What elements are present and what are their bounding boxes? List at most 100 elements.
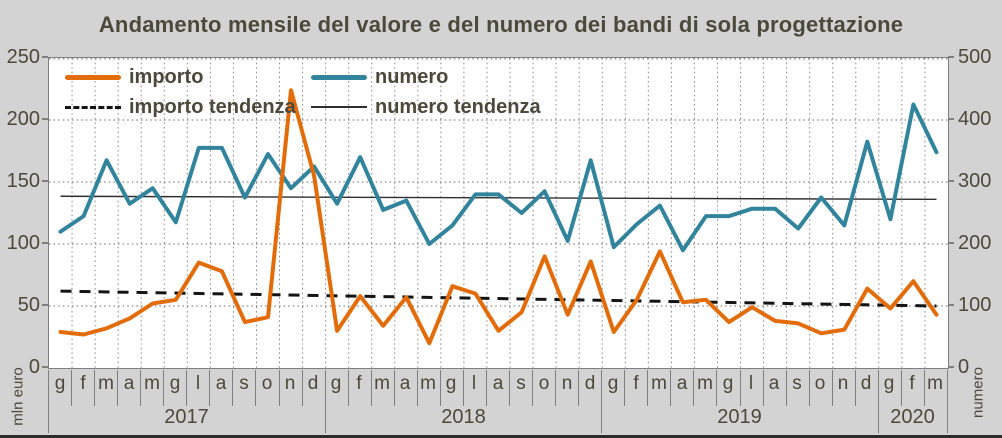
right-axis-tick-label: 200 <box>958 232 992 254</box>
month-label: n <box>837 373 849 394</box>
month-label: f <box>80 373 86 394</box>
importo-line-swatch <box>65 74 121 80</box>
left-axis-tick-label: 150 <box>6 170 40 192</box>
left-axis-tickmark <box>42 56 48 58</box>
year-separator <box>48 370 49 433</box>
month-label: g <box>607 373 619 394</box>
month-separator <box>348 370 349 406</box>
left-axis-tick-label: 200 <box>6 108 40 130</box>
plot-area: importo numero importo tendenza numero t… <box>48 57 949 369</box>
month-separator <box>255 370 256 406</box>
month-label: o <box>814 373 826 394</box>
left-axis-tick-label: 100 <box>6 232 40 254</box>
month-separator <box>647 370 648 406</box>
month-label: n <box>561 373 573 394</box>
left-axis-tickmark <box>42 180 48 182</box>
month-separator <box>624 370 625 406</box>
month-separator <box>117 370 118 406</box>
right-axis-tick-label: 500 <box>958 46 992 68</box>
chart-title: Andamento mensile del valore e del numer… <box>98 12 904 37</box>
importo-tendenza-line-swatch <box>65 105 121 109</box>
month-label: m <box>651 373 667 394</box>
month-separator <box>394 370 395 406</box>
month-label: o <box>261 373 273 394</box>
month-separator <box>716 370 717 406</box>
month-separator <box>140 370 141 406</box>
importo-line <box>58 88 939 346</box>
numero-tendenza-line-swatch <box>311 106 367 108</box>
month-separator <box>901 370 902 406</box>
month-separator <box>924 370 925 406</box>
month-label: d <box>307 373 319 394</box>
month-separator <box>670 370 671 406</box>
month-label: o <box>538 373 550 394</box>
month-separator <box>509 370 510 406</box>
year-label: 2017 <box>164 406 209 428</box>
legend-label-numero-tendenza: numero tendenza <box>375 95 541 118</box>
left-axis-tick-label: 50 <box>17 294 40 316</box>
month-label: m <box>144 373 160 394</box>
legend-item-importo-tendenza: importo tendenza <box>65 96 296 118</box>
month-separator <box>532 370 533 406</box>
month-label: d <box>584 373 596 394</box>
right-axis-tickmark <box>948 180 954 182</box>
month-label: d <box>860 373 872 394</box>
month-separator <box>94 370 95 406</box>
month-label: a <box>215 373 227 394</box>
right-axis-tick-label: 100 <box>958 294 992 316</box>
month-separator <box>832 370 833 406</box>
month-label: a <box>399 373 411 394</box>
left-axis-title: mln euro <box>9 367 27 426</box>
right-axis-tickmark <box>948 304 954 306</box>
year-separator <box>325 370 326 433</box>
legend-label-numero: numero <box>375 65 449 88</box>
month-separator <box>440 370 441 406</box>
right-axis-tickmark <box>948 118 954 120</box>
left-axis-tick-label: 250 <box>6 46 40 68</box>
right-axis-tickmark <box>948 56 954 58</box>
month-separator <box>693 370 694 406</box>
year-separator <box>601 370 602 433</box>
year-label: 2019 <box>717 406 762 428</box>
month-label: g <box>883 373 895 394</box>
numero-line-swatch <box>311 74 367 80</box>
month-label: s <box>239 373 249 394</box>
month-separator <box>555 370 556 406</box>
month-separator <box>371 370 372 406</box>
month-label: m <box>420 373 436 394</box>
left-axis-tickmark <box>42 366 48 368</box>
month-separator <box>463 370 464 406</box>
month-label: m <box>697 373 713 394</box>
month-label: g <box>722 373 734 394</box>
right-axis-tick-label: 0 <box>958 356 970 378</box>
month-separator <box>786 370 787 406</box>
year-label: 2018 <box>441 406 486 428</box>
month-separator <box>279 370 280 406</box>
month-label: m <box>927 373 943 394</box>
left-axis-tickmark <box>42 242 48 244</box>
importo-tendenza-line <box>60 289 937 308</box>
month-label: a <box>492 373 504 394</box>
month-label: n <box>284 373 296 394</box>
month-label: s <box>516 373 526 394</box>
right-axis-tickmark <box>948 366 954 368</box>
year-separator <box>878 370 879 433</box>
month-label: g <box>330 373 342 394</box>
month-label: a <box>123 373 135 394</box>
month-label: l <box>471 373 477 394</box>
legend-item-numero-tendenza: numero tendenza <box>311 96 541 118</box>
left-axis-tick-label: 0 <box>28 356 40 378</box>
month-label: l <box>748 373 754 394</box>
month-separator <box>302 370 303 406</box>
month-label: m <box>374 373 390 394</box>
month-separator <box>71 370 72 406</box>
right-axis-title: numero <box>969 367 987 418</box>
left-axis-tickmark <box>42 118 48 120</box>
year-label: 2020 <box>890 406 935 428</box>
month-separator <box>232 370 233 406</box>
legend-label-importo: importo <box>129 65 204 88</box>
month-label: g <box>54 373 66 394</box>
legend-item-numero: numero <box>311 66 448 88</box>
month-label: f <box>909 373 915 394</box>
